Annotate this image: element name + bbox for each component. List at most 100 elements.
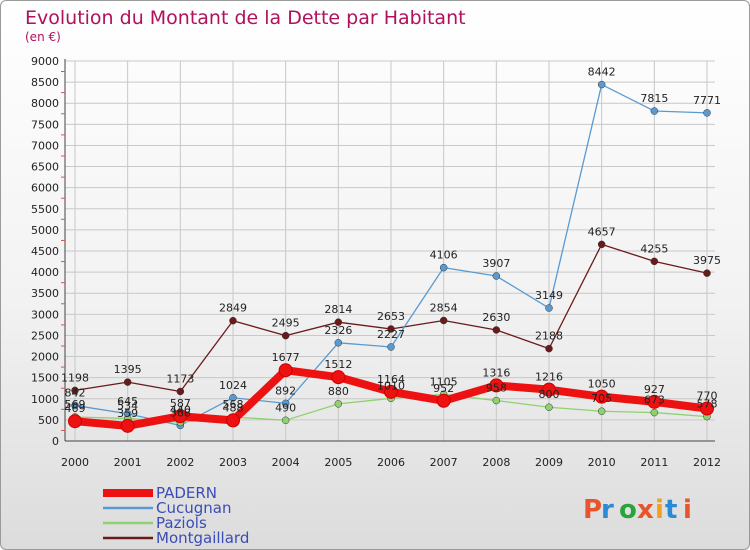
logo-letter: r [601,495,614,525]
data-label-montgaillard: 1173 [166,372,194,385]
data-point-montgaillard [229,316,237,325]
data-point-montgaillard [176,387,185,396]
logo-letter: P [583,495,602,525]
data-label-paziols: 569 [65,398,86,411]
data-label-montgaillard: 2854 [430,301,458,314]
data-label-cucugnan: 645 [117,395,138,408]
logo-letter: o [619,495,637,525]
x-tick-label: 2004 [272,456,300,469]
data-label-montgaillard: 4255 [640,242,668,255]
data-point-cucugnan [439,263,448,272]
x-tick-label: 2007 [430,456,458,469]
data-point-cucugnan [703,109,711,117]
data-label-montgaillard: 1395 [114,363,142,376]
data-point-cucugnan [545,304,553,312]
data-point-padern [436,393,451,408]
data-label-paziols: 800 [539,388,560,401]
legend-label-montgaillard: Montgaillard [156,529,249,547]
data-point-montgaillard [545,344,553,353]
data-point-paziols [281,416,290,425]
data-point-cucugnan [650,107,659,115]
data-label-montgaillard: 1198 [61,371,89,384]
data-label-padern: 1216 [535,371,563,384]
data-label-padern: 359 [117,407,138,420]
data-label-padern: 952 [433,382,454,395]
data-label-cucugnan: 2227 [377,328,405,341]
data-label-paziols: 705 [591,392,612,405]
y-tick-label: 7500 [31,118,59,131]
data-point-cucugnan [334,339,343,347]
y-tick-label: 3500 [31,287,59,300]
data-point-montgaillard [439,316,448,325]
data-label-montgaillard: 2630 [482,311,510,324]
data-label-padern: 1316 [482,366,510,379]
x-tick-label: 2001 [114,456,142,469]
data-label-padern: 770 [697,389,718,402]
data-point-padern [278,363,293,378]
data-point-cucugnan [71,401,79,410]
axes: 0 500 1000 1500 2000 2500 3000 3500 4000 4500 5000… [31,55,721,469]
data-label-paziols: 568 [223,398,244,411]
y-tick-label: 0 [52,435,59,448]
data-label-cucugnan: 7771 [693,94,721,107]
data-label-montgaillard: 2849 [219,302,247,315]
logo-letter: i [683,495,692,525]
x-tick-label: 2011 [640,456,668,469]
data-point-cucugnan [229,394,237,402]
data-point-padern [226,413,240,428]
data-label-paziols: 578 [697,398,718,411]
y-tick-label: 5500 [31,203,59,216]
data-label-montgaillard: 2495 [272,317,300,330]
y-tick-label: 3000 [31,308,59,321]
data-label-paziols: 490 [275,401,296,414]
data-point-padern [68,414,82,429]
data-point-montgaillard [334,318,343,326]
data-label-montgaillard: 2188 [535,330,563,343]
y-tick-label: 5000 [31,224,59,237]
data-point-montgaillard [123,378,132,386]
x-tick-label: 2010 [588,456,616,469]
data-label-cucugnan: 7815 [640,92,668,105]
data-label-paziols: 1105 [430,375,458,388]
data-point-cucugnan [492,272,501,280]
data-label-padern: 1164 [377,373,405,386]
data-label-montgaillard: 4657 [588,225,616,238]
series-lines [68,80,714,433]
data-label-paziols: 440 [170,403,191,416]
y-tick-label: 9000 [31,55,59,68]
y-tick-label: 2000 [31,351,59,364]
y-tick-label: 4000 [31,266,59,279]
data-point-paziols [334,400,343,408]
y-tick-label: 8000 [31,97,59,110]
data-point-padern [700,401,714,416]
data-label-padern: 1050 [588,378,616,391]
data-label-cucugnan: 842 [65,386,86,399]
data-point-padern [120,418,135,433]
chart-subtitle: (en €) [25,30,61,44]
data-label-padern: 488 [223,401,244,414]
y-tick-label: 1500 [31,372,59,385]
data-point-padern [331,370,346,385]
data-label-paziols: 673 [644,394,665,407]
data-label-montgaillard: 3975 [693,254,721,267]
data-label-cucugnan: 2326 [324,324,352,337]
logo-letter: t [665,495,677,525]
data-point-montgaillard [597,240,606,249]
y-tick-label: 500 [38,414,59,427]
data-label-padern: 1512 [324,358,352,371]
data-point-padern [489,378,504,393]
data-point-padern [647,394,662,409]
data-label-paziols: 1010 [377,379,405,392]
data-label-paziols: 958 [486,382,507,395]
data-point-montgaillard [71,386,79,395]
data-point-paziols [650,408,659,417]
data-label-paziols: 880 [328,385,349,398]
data-point-cucugnan [387,343,395,351]
data-point-padern [594,389,609,404]
data-label-cucugnan: 3149 [535,289,563,302]
y-tick-label: 4500 [31,245,59,258]
y-tick-label: 6500 [31,161,59,174]
data-label-cucugnan: 3907 [482,257,510,270]
